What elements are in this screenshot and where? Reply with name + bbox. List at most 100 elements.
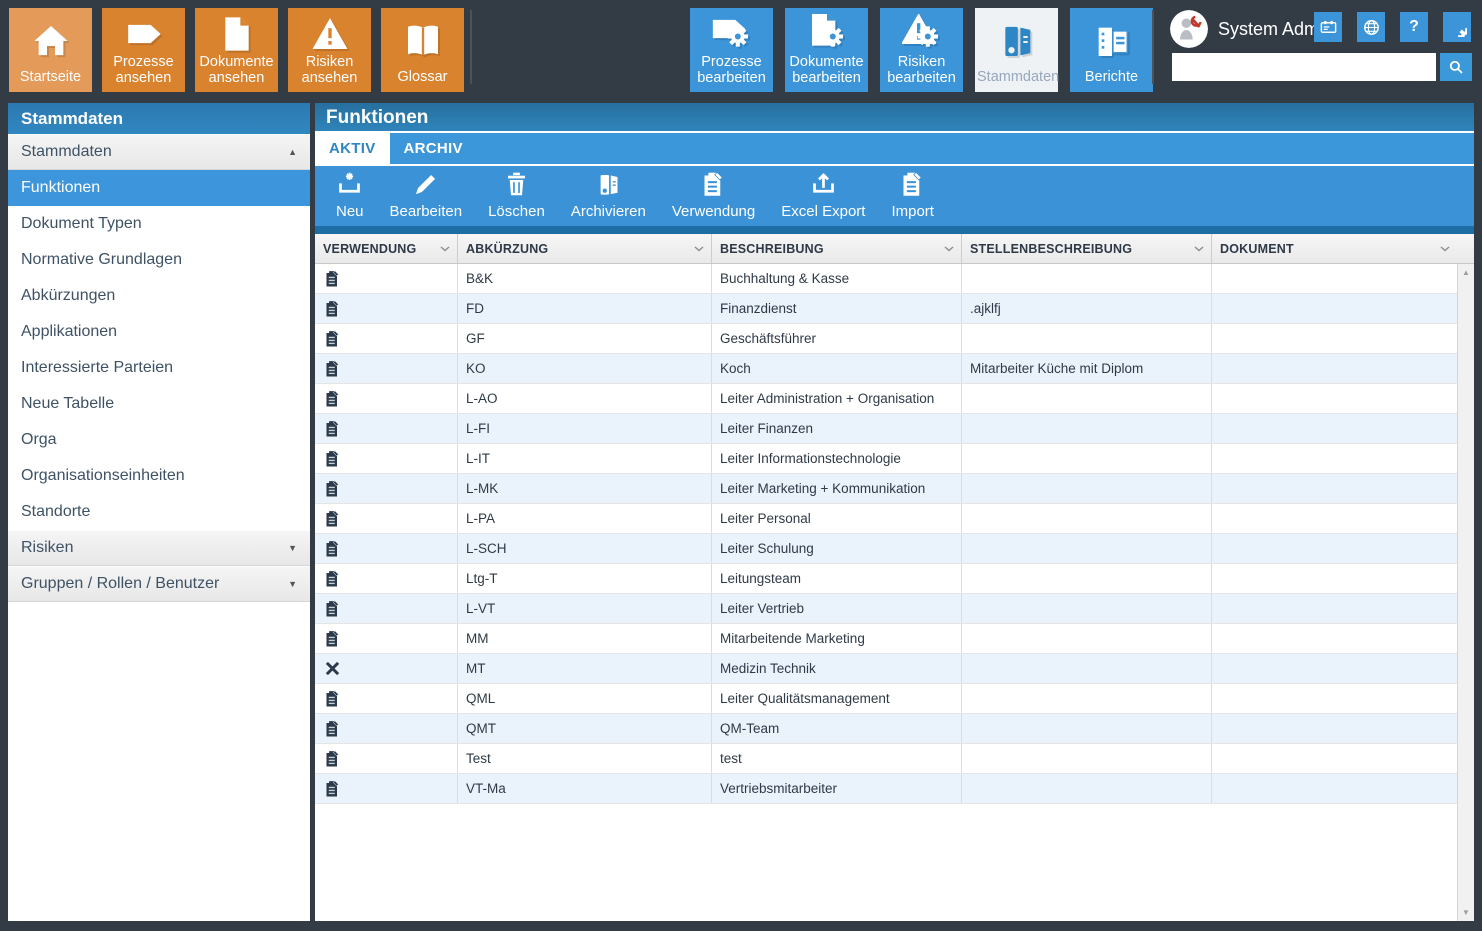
tile-label: Risiken bearbeiten: [887, 54, 956, 87]
settings-icon[interactable]: [1443, 12, 1471, 42]
view-documents-button[interactable]: Dokumente ansehen: [195, 8, 278, 92]
column-header-verwendung[interactable]: VERWENDUNG: [315, 234, 458, 263]
tab-archiv[interactable]: ARCHIV: [403, 140, 463, 157]
search-input[interactable]: [1172, 53, 1436, 81]
scroll-up-icon[interactable]: ▲: [1462, 268, 1470, 277]
table-row[interactable]: L-IT Leiter Informationstechnologie: [315, 444, 1457, 474]
table-row[interactable]: FD Finanzdienst .ajklfj: [315, 294, 1457, 324]
import-button[interactable]: Import: [878, 171, 947, 226]
table-row[interactable]: MM Mitarbeitende Marketing: [315, 624, 1457, 654]
table-row[interactable]: GF Geschäftsführer: [315, 324, 1457, 354]
sidebar-item-label: Funktionen: [21, 179, 101, 196]
reports-button[interactable]: Berichte: [1070, 8, 1153, 92]
sidebar-item[interactable]: Abkürzungen: [8, 278, 310, 314]
table-row[interactable]: QML Leiter Qualitätsmanagement: [315, 684, 1457, 714]
edit-button[interactable]: Bearbeiten: [377, 171, 476, 226]
sidebar-item[interactable]: Standorte: [8, 494, 310, 530]
usage-button[interactable]: Verwendung: [659, 171, 768, 226]
cell-abkuerzung: L-IT: [458, 444, 712, 473]
cell-stellenbeschreibung: [962, 744, 1212, 773]
vertical-scrollbar[interactable]: ▲ ▼: [1457, 264, 1474, 921]
sidebar-item[interactable]: Organisationseinheiten: [8, 458, 310, 494]
usage-icon[interactable]: [325, 540, 340, 558]
avatar[interactable]: [1170, 10, 1208, 48]
usage-icon[interactable]: [325, 360, 340, 378]
table-row[interactable]: L-AO Leiter Administration + Organisatio…: [315, 384, 1457, 414]
usage-icon[interactable]: [325, 450, 340, 468]
table-row[interactable]: L-VT Leiter Vertrieb: [315, 594, 1457, 624]
usage-icon[interactable]: [325, 510, 340, 528]
usage-icon[interactable]: [325, 600, 340, 618]
column-header-dokument[interactable]: DOKUMENT: [1212, 234, 1457, 263]
usage-icon[interactable]: [325, 780, 340, 798]
table-row[interactable]: KO Koch Mitarbeiter Küche mit Diplom: [315, 354, 1457, 384]
cell-beschreibung: Leiter Personal: [712, 504, 962, 533]
column-header-beschreibung[interactable]: BESCHREIBUNG: [712, 234, 962, 263]
column-header-stellenbeschreibung[interactable]: STELLENBESCHREIBUNG: [962, 234, 1212, 263]
cell-beschreibung: Leiter Administration + Organisation: [712, 384, 962, 413]
edit-processes-button[interactable]: Prozesse bearbeiten: [690, 8, 773, 92]
column-header-abkuerzung[interactable]: ABKÜRZUNG: [458, 234, 712, 263]
sidebar-item[interactable]: Neue Tabelle: [8, 386, 310, 422]
sidebar-title: Stammdaten: [8, 103, 310, 134]
edit-risks-button[interactable]: Risiken bearbeiten: [880, 8, 963, 92]
cell-stellenbeschreibung: [962, 774, 1212, 803]
usage-icon[interactable]: [325, 720, 340, 738]
accordion-stammdaten[interactable]: Stammdaten ▲: [8, 134, 310, 170]
table-row[interactable]: B&K Buchhaltung & Kasse: [315, 264, 1457, 294]
cell-abkuerzung: QML: [458, 684, 712, 713]
accordion-risiken[interactable]: Risiken ▼: [8, 530, 310, 566]
sidebar-item[interactable]: Applikationen: [8, 314, 310, 350]
search-button[interactable]: [1440, 53, 1472, 81]
card-icon[interactable]: [1314, 12, 1342, 42]
table-row[interactable]: L-FI Leiter Finanzen: [315, 414, 1457, 444]
accordion-gruppen-rollen-benutzer[interactable]: Gruppen / Rollen / Benutzer ▼: [8, 566, 310, 602]
cell-stellenbeschreibung: [962, 684, 1212, 713]
sidebar-item-label: Neue Tabelle: [21, 395, 115, 412]
tab-aktiv[interactable]: AKTIV: [315, 133, 390, 164]
master-data-button[interactable]: Stammdaten: [975, 8, 1059, 92]
help-icon[interactable]: ?: [1400, 12, 1428, 42]
view-processes-button[interactable]: Prozesse ansehen: [102, 8, 185, 92]
usage-icon[interactable]: [325, 750, 340, 768]
chevron-down-icon: [1440, 246, 1450, 252]
usage-icon[interactable]: [325, 690, 340, 708]
usage-icon[interactable]: [325, 420, 340, 438]
new-button[interactable]: Neu: [323, 171, 377, 226]
cell-beschreibung: Mitarbeitende Marketing: [712, 624, 962, 653]
view-risks-button[interactable]: Risiken ansehen: [288, 8, 371, 92]
sidebar-item[interactable]: Orga: [8, 422, 310, 458]
archive-button[interactable]: Archivieren: [558, 171, 659, 226]
globe-icon[interactable]: [1357, 12, 1385, 42]
cell-abkuerzung: VT-Ma: [458, 774, 712, 803]
table-row[interactable]: L-SCH Leiter Schulung: [315, 534, 1457, 564]
usage-icon[interactable]: [325, 480, 340, 498]
table-row[interactable]: QMT QM-Team: [315, 714, 1457, 744]
x-icon[interactable]: [325, 661, 340, 676]
glossary-button[interactable]: Glossar: [381, 8, 464, 92]
table-row[interactable]: VT-Ma Vertriebsmitarbeiter: [315, 774, 1457, 804]
cell-verwendung: [315, 684, 458, 713]
usage-icon[interactable]: [325, 630, 340, 648]
home-button[interactable]: Startseite: [9, 8, 92, 92]
table-row[interactable]: Ltg-T Leitungsteam: [315, 564, 1457, 594]
sidebar-item[interactable]: Normative Grundlagen: [8, 242, 310, 278]
usage-icon[interactable]: [325, 270, 340, 288]
table-row[interactable]: Test test: [315, 744, 1457, 774]
usage-icon[interactable]: [325, 300, 340, 318]
scroll-down-icon[interactable]: ▼: [1462, 908, 1470, 917]
usage-icon[interactable]: [325, 330, 340, 348]
excel-export-button[interactable]: Excel Export: [768, 171, 878, 226]
cell-abkuerzung: L-AO: [458, 384, 712, 413]
table-row[interactable]: L-PA Leiter Personal: [315, 504, 1457, 534]
table-row[interactable]: L-MK Leiter Marketing + Kommunikation: [315, 474, 1457, 504]
usage-icon[interactable]: [325, 570, 340, 588]
usage-icon[interactable]: [325, 390, 340, 408]
edit-documents-button[interactable]: Dokumente bearbeiten: [785, 8, 868, 92]
topbar-divider: [470, 10, 472, 84]
delete-button[interactable]: Löschen: [475, 171, 558, 226]
sidebar-item[interactable]: Interessierte Parteien: [8, 350, 310, 386]
table-row[interactable]: MT Medizin Technik: [315, 654, 1457, 684]
sidebar-item[interactable]: Funktionen: [8, 170, 310, 206]
sidebar-item[interactable]: Dokument Typen: [8, 206, 310, 242]
